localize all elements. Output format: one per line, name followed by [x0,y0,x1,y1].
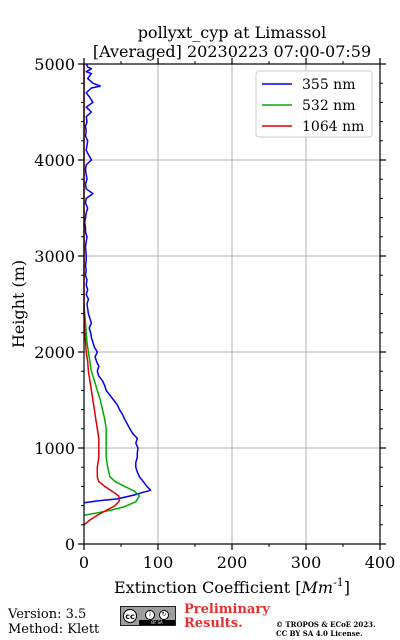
y-axis-label: Height (m) [9,260,28,348]
x-tick-label: 300 [291,553,322,572]
series-line-1 [83,63,152,504]
axis-ticks [78,58,386,550]
footer-info: Version: 3.5 Method: Klett [8,607,99,637]
method-text: Method: Klett [8,622,100,637]
legend-label-2: 532 nm [302,98,355,114]
x-tick-label: 400 [365,553,396,572]
y-tick-label: 3000 [34,247,75,266]
copyright-notice: © TROPOS & ECoE 2023. CC BY SA 4.0 Licen… [276,620,375,638]
preliminary-line2: Results. [184,616,243,631]
copyright-line2: CC BY SA 4.0 License. [276,629,363,638]
copyright-line1: © TROPOS & ECoE 2023. [276,620,376,629]
legend-label-1: 355 nm [302,77,355,93]
x-axis-label-end: ] [344,578,350,597]
cc-icon: cc [123,609,137,623]
x-tick-label: 200 [217,553,248,572]
y-tick-label: 0 [65,535,75,554]
legend-box [255,70,373,138]
chart-subtitle: [Averaged] 20230223 07:00-07:59 [93,42,371,61]
chart-title: pollyxt_cyp at Limassol [138,23,327,42]
preliminary-line1: Preliminary [184,602,270,617]
x-axis-label-unit: Mm [301,578,334,597]
legend: 355 nm 532 nm 1064 nm [255,70,373,138]
by-icon: i [145,610,155,620]
legend-label-3: 1064 nm [302,119,364,135]
y-tick-label: 2000 [34,343,75,362]
y-tick-label: 5000 [34,55,75,74]
x-tick-label: 100 [143,553,174,572]
extinction-profile-chart: pollyxt_cyp at Limassol [Averaged] 20230… [9,23,395,597]
series-line-3 [83,64,121,526]
x-axis-label-exponent: -1 [333,576,344,589]
version-text: Version: 3.5 [8,607,87,622]
cc-license-badge: cc i ↻ BY SA [120,606,176,626]
x-axis-label: Extinction Coefficient [Mm-1] [114,576,350,597]
cc-badge-strip: BY SA [139,620,175,625]
preliminary-notice: Preliminary Results. [184,603,270,631]
series-line-2 [83,303,141,516]
y-tick-label: 4000 [34,151,75,170]
x-axis-label-text: Extinction Coefficient [ [114,578,302,597]
x-tick-label: 0 [79,553,89,572]
sa-icon: ↻ [159,610,169,620]
data-series [83,63,152,526]
y-tick-label: 1000 [34,439,75,458]
